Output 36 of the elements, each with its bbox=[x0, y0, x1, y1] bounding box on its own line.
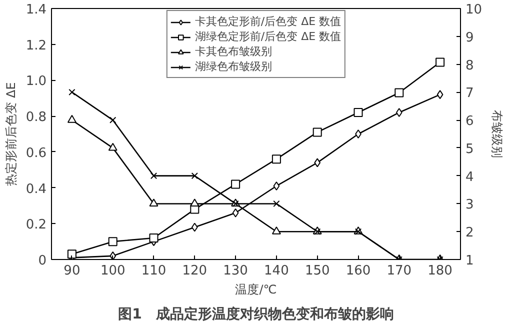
y-axis-title: 热定形前后色变 ΔE bbox=[4, 82, 18, 186]
x-tick-label: 110 bbox=[141, 264, 166, 278]
y-tick-label: 0.6 bbox=[26, 146, 47, 161]
y2-axis-title: 布皱级别 bbox=[490, 110, 504, 158]
y2-tick-label: 5 bbox=[466, 142, 474, 157]
y2-tick-label: 6 bbox=[466, 114, 474, 130]
y2-tick-label: 4 bbox=[466, 170, 474, 185]
x-tick-label: 170 bbox=[386, 264, 412, 278]
y2-tick-label: 9 bbox=[466, 30, 474, 46]
y2-tick-label: 10 bbox=[466, 2, 482, 18]
y2-tick-label: 2 bbox=[466, 226, 474, 241]
y-tick-label: 0 bbox=[38, 254, 47, 268]
legend-label: 湖绿色布皱级别 bbox=[194, 59, 272, 74]
y-tick-label: 1.0 bbox=[26, 74, 47, 90]
legend-label: 卡其色定形前/后色变 ΔE 数值 bbox=[194, 14, 342, 29]
x-tick-label: 90 bbox=[64, 264, 80, 278]
y-tick-label: 0.2 bbox=[26, 218, 47, 233]
x-tick-label: 150 bbox=[304, 264, 330, 278]
y2-tick-label: 1 bbox=[466, 254, 474, 268]
y2-tick-label: 3 bbox=[466, 198, 474, 213]
x-tick-label: 180 bbox=[428, 264, 452, 278]
x-tick-label: 100 bbox=[100, 264, 126, 278]
y2-tick-label: 7 bbox=[466, 86, 474, 102]
legend-label: 湖绿色定形前/后色变 ΔE 数值 bbox=[194, 29, 342, 44]
y-tick-label: 1.2 bbox=[26, 38, 47, 54]
x-tick-label: 120 bbox=[182, 264, 208, 278]
y-tick-label: 0.4 bbox=[26, 182, 47, 197]
x-tick-label: 160 bbox=[346, 264, 371, 278]
x-axis-title: 温度/℃ bbox=[235, 282, 277, 296]
x-tick-label: 130 bbox=[223, 264, 248, 278]
y2-tick-label: 8 bbox=[466, 58, 474, 74]
y-tick-label: 1.4 bbox=[26, 2, 47, 18]
text: 图1 成品定形温度对织物色变和布皱的影响 bbox=[118, 306, 394, 322]
legend-label: 卡其色布皱级别 bbox=[194, 44, 272, 59]
y-tick-label: 0.8 bbox=[26, 110, 47, 126]
x-tick-label: 140 bbox=[264, 264, 289, 278]
